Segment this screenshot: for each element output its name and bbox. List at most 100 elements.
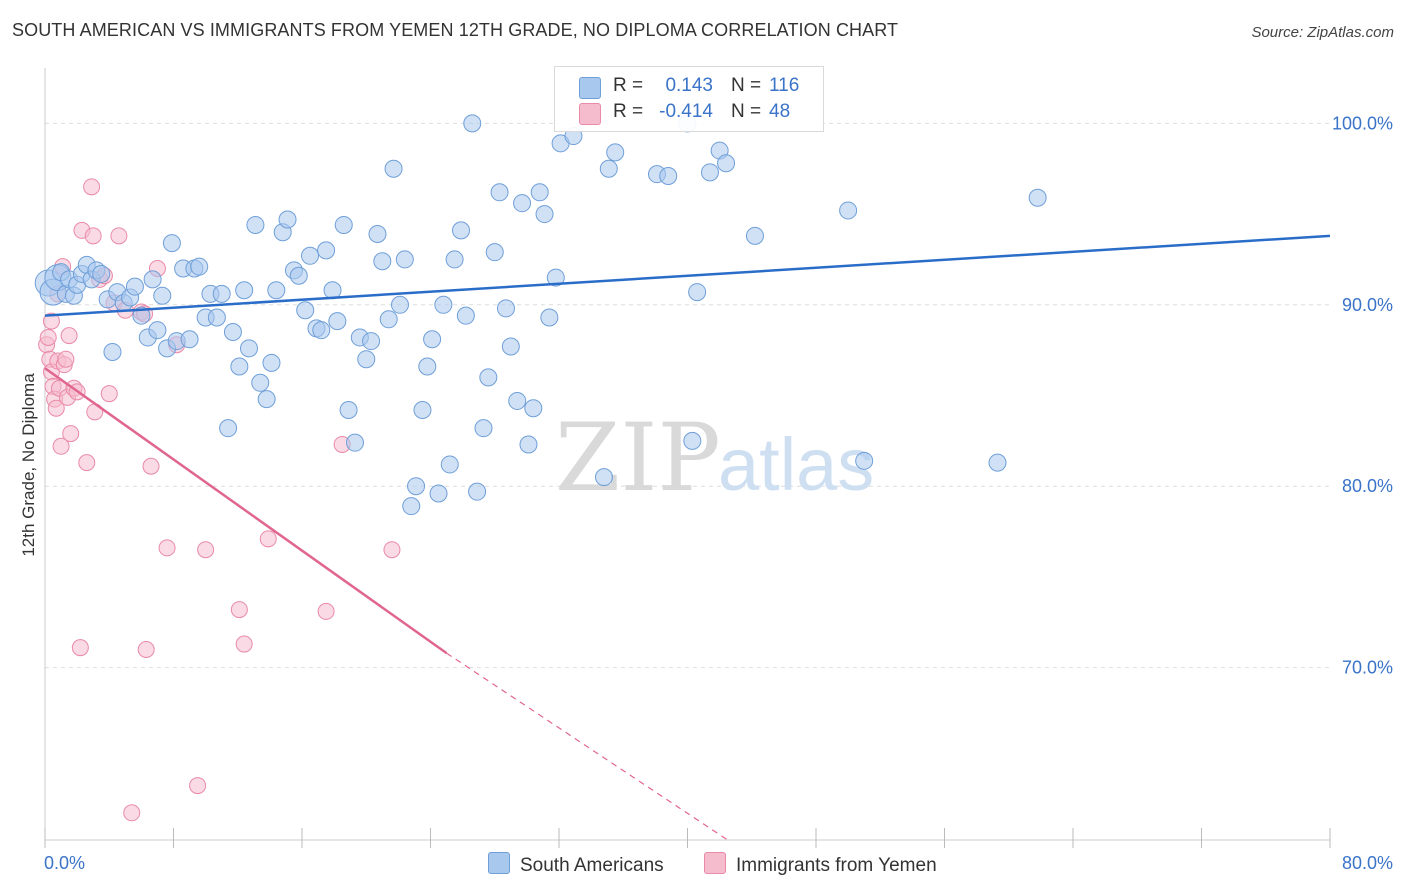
y-axis-label: 12th Grade, No Diploma [19,373,38,557]
data-point-south-american [132,306,151,325]
data-point-yemen [137,641,155,658]
data-point-south-american [368,225,387,244]
data-point-yemen [110,227,128,245]
series-south-american-points [34,114,1047,516]
data-point-south-american [262,353,281,372]
data-point-south-american [599,159,618,178]
grid [45,122,1330,669]
data-point-yemen [123,804,141,822]
data-point-yemen [235,635,253,653]
data-point-yemen [197,541,215,559]
data-point-south-american [328,312,347,331]
data-point-south-american [339,401,358,420]
x-tick-label: 0.0% [44,853,85,873]
data-point-yemen [47,399,65,417]
data-point-south-american [418,357,437,376]
data-point-south-american [296,301,315,320]
data-point-yemen [189,777,207,795]
source-credit: Source: ZipAtlas.com [1251,24,1394,41]
data-point-yemen [60,327,78,345]
trend-lines [44,234,1331,841]
legend: R = 0.143 N = 116 R = -0.414 N = 48 [554,66,824,132]
data-point-south-american [407,477,426,496]
data-point-south-american [125,277,144,296]
y-tick-label: 80.0% [1342,476,1393,496]
data-point-south-american [334,215,353,234]
data-point-south-american [490,183,509,202]
axes [44,68,1331,848]
legend-n-label: N = [731,75,762,96]
data-point-south-american [1028,188,1047,207]
data-point-south-american [346,433,365,452]
data-point-south-american [594,468,613,487]
y-tick-label: 70.0% [1342,658,1393,678]
y-tick-label: 100.0% [1332,113,1393,133]
data-point-south-american [219,419,238,438]
data-point-yemen [78,454,96,472]
y-tick-label: 90.0% [1342,295,1393,315]
data-point-south-american [535,205,554,224]
data-point-yemen [57,350,75,368]
data-point-south-american [606,143,625,162]
data-point-south-american [278,210,297,229]
data-point-south-american [688,283,707,302]
data-point-south-american [239,339,258,358]
trend-line-yemen [44,367,448,655]
data-point-south-american [379,310,398,329]
data-point-south-american [546,268,565,287]
data-point-south-american [148,321,167,340]
data-point-south-american [257,390,276,409]
data-point-south-american [434,295,453,314]
data-point-south-american [357,350,376,369]
data-point-south-american [700,163,719,182]
data-point-yemen [39,328,57,346]
data-point-south-american [92,264,111,283]
data-point-south-american [180,330,199,349]
data-point-south-american [519,435,538,454]
data-point-south-american [312,321,331,340]
data-point-south-american [988,453,1007,472]
bottom-legend-label-south-americans: South Americans [520,855,664,876]
data-point-south-american [301,246,320,265]
data-point-south-american [190,257,209,276]
data-point-south-american [162,234,181,253]
data-point-south-american [362,332,381,351]
data-point-south-american [440,455,459,474]
data-point-south-american [390,295,409,314]
data-point-south-american [452,221,471,240]
data-point-south-american [143,270,162,289]
data-point-south-american [855,451,874,470]
data-point-south-american [235,281,254,300]
data-point-south-american [103,342,122,361]
data-point-south-american [267,281,286,300]
tick-labels: 70.0% 80.0% 90.0% 100.0% 0.0% 80.0% [44,113,1393,873]
bottom-legend-swatch-pink [704,852,726,874]
data-point-south-american [508,391,527,410]
data-point-yemen [317,602,335,620]
data-point-south-american [384,159,403,178]
data-point-south-american [373,252,392,271]
data-point-yemen [100,385,118,403]
data-point-south-american [251,373,270,392]
data-point-yemen [84,227,102,245]
data-point-south-american [479,368,498,387]
bottom-legend-yemen: Immigrants from Yemen [704,852,937,877]
data-point-south-american [429,484,448,503]
data-point-yemen [42,312,60,330]
data-point-south-american [540,308,559,327]
bottom-legend-label-yemen: Immigrants from Yemen [736,855,937,876]
data-point-south-american [423,330,442,349]
watermark-zip: ZIP [555,404,721,513]
watermark-atlas: atlas [718,423,874,506]
data-point-south-american [456,306,475,325]
legend-row-south-americans: R = 0.143 N = 116 [555,75,823,101]
data-point-south-american [289,266,308,285]
legend-r-value: 0.143 [665,75,713,96]
data-point-south-american [496,299,515,318]
data-point-yemen [142,457,160,475]
legend-swatch-pink [579,103,601,125]
legend-r-value: -0.414 [659,101,713,122]
legend-row-yemen: R = -0.414 N = 48 [555,101,823,127]
data-point-south-american [395,250,414,269]
legend-n-label: N = [731,101,762,122]
